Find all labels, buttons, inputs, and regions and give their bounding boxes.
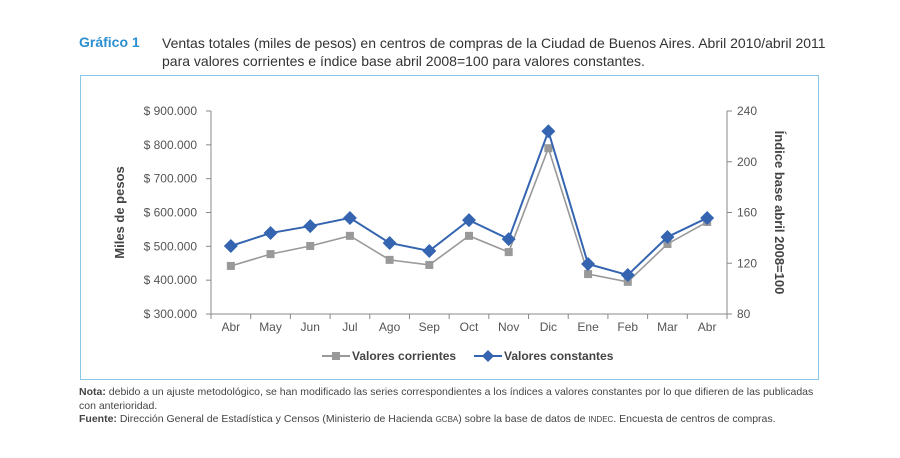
y-tick-label: $ 800.000 [144,138,198,152]
x-tick-label: Nov [498,320,519,334]
data-point-constantes [342,210,357,225]
series-line-diamond [230,128,708,277]
data-point-constantes [223,238,238,253]
fuente-text-2: ) sobre la base de datos de [458,413,589,425]
chart-title: Ventas totales (miles de pesos) en centr… [162,35,826,69]
y-tick-label: $ 700.000 [144,172,198,186]
y2-tick-label: 240 [737,104,757,118]
x-tick-label: Jun [301,320,320,334]
data-point-corrientes [584,270,593,279]
legend-label: Valores constantes [504,349,614,363]
data-point-corrientes [306,241,315,250]
x-tick-label: Feb [617,320,638,334]
y-tick-label: $ 300.000 [144,307,198,321]
x-tick-label: Sep [419,320,441,334]
notes: Nota: debido a un ajuste metodológico, s… [79,386,824,427]
y2-tick-label: 80 [737,307,751,321]
x-tick-label: Abr [222,320,241,334]
y-tick-label: $ 900.000 [144,104,198,118]
x-tick-label: Mar [657,320,678,334]
fuente: Fuente: Dirección General de Estadística… [79,413,824,427]
data-point-constantes [541,124,556,139]
y2-tick-label: 200 [737,155,757,169]
legend-marker-square [332,352,340,360]
data-point-constantes [263,226,278,241]
data-point-constantes [700,210,715,225]
x-tick-label: Abr [698,320,717,334]
data-point-constantes [462,213,476,228]
data-point-corrientes [385,255,394,264]
y-tick-label: $ 400.000 [144,273,198,287]
fuente-text-3: . Encuesta de centros de compras. [613,413,776,425]
data-point-corrientes [345,231,354,240]
indec: INDEC [588,415,614,424]
data-point-constantes [581,257,596,272]
data-point-constantes [422,243,437,258]
data-point-corrientes [504,248,513,257]
data-point-corrientes [425,260,434,269]
y-tick-label: $ 600.000 [144,206,198,220]
data-point-corrientes [465,231,473,240]
y-tick-label: $ 500.000 [144,239,198,253]
chart-frame [80,75,819,380]
chart-label: Gráfico 1 [79,34,140,50]
fuente-label: Fuente: [79,413,117,425]
data-point-corrientes [544,144,553,153]
data-point-corrientes [266,250,275,259]
y2-tick-label: 160 [737,206,757,220]
nota: Nota: debido a un ajuste metodológico, s… [79,386,824,413]
y2-axis-title: Índice base abril 2008=100 [772,131,787,295]
nota-label: Nota: [79,386,106,398]
fuente-text: Dirección General de Estadística y Censo… [116,413,436,425]
y2-tick-label: 120 [737,256,757,270]
data-point-constantes [303,219,318,234]
x-tick-label: Ago [379,320,401,334]
legend-label: Valores corrientes [352,349,456,363]
data-point-constantes [660,229,675,244]
gcba: GCBA [435,415,459,424]
legend-marker-diamond [482,350,494,362]
nota-text: debido a un ajuste metodológico, se han … [79,386,814,412]
x-tick-label: May [259,320,282,334]
x-tick-label: Dic [540,320,557,334]
x-tick-label: Ene [577,320,599,334]
x-tick-label: Jul [342,320,357,334]
data-point-constantes [620,268,635,283]
x-tick-label: Oct [460,320,479,334]
y-axis-title: Miles de pesos [112,166,127,258]
data-point-corrientes [226,261,235,270]
data-point-constantes [501,232,516,247]
data-point-constantes [382,235,397,250]
